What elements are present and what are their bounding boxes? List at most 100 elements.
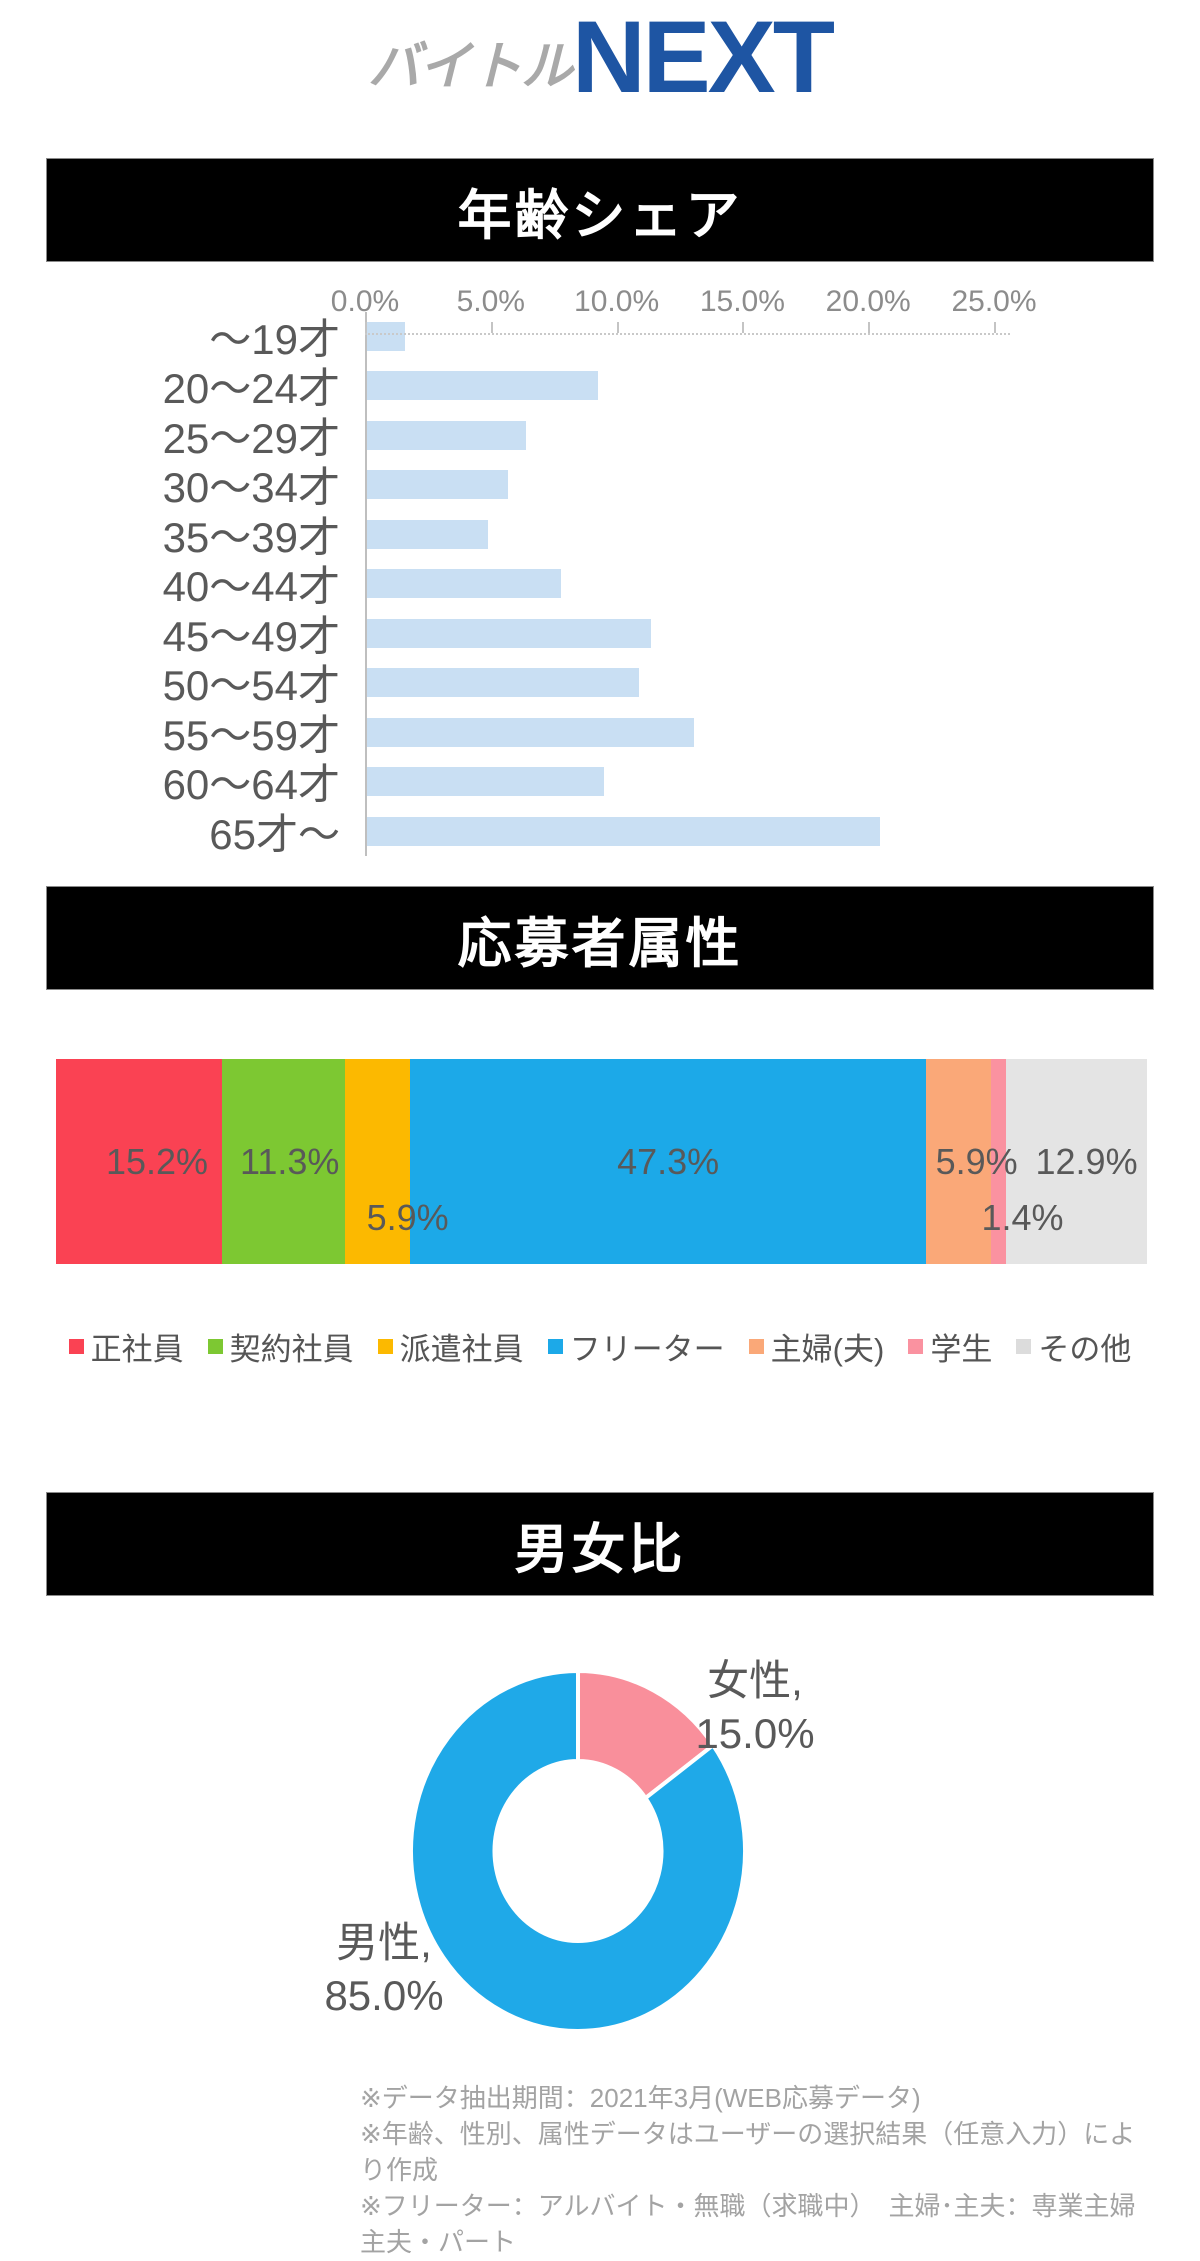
legend-swatch-icon bbox=[68, 1338, 84, 1354]
legend-swatch-icon bbox=[547, 1338, 563, 1354]
attribute-segment-2 bbox=[345, 1059, 410, 1264]
attribute-segment-4 bbox=[926, 1059, 991, 1264]
footnotes: ※データ抽出期間：2021年3月(WEB応募データ) ※年齢、性別、属性データはユ… bbox=[360, 2080, 1138, 2260]
age-bar-row bbox=[365, 806, 1010, 856]
age-bar bbox=[367, 717, 695, 747]
age-category-label: 25～29才 bbox=[162, 414, 340, 462]
age-bar-row bbox=[365, 559, 1010, 609]
age-x-tick-mark bbox=[994, 322, 996, 333]
legend-item-5: 学生 bbox=[908, 1324, 992, 1369]
legend-swatch-icon bbox=[207, 1338, 223, 1354]
attribute-segment-label-5: 1.4% bbox=[981, 1196, 1064, 1238]
legend-label: 正社員 bbox=[90, 1331, 184, 1367]
age-x-tick-label: 10.0% bbox=[574, 285, 660, 318]
attribute-segment-label-6: 12.9% bbox=[1035, 1140, 1138, 1182]
legend-label: その他 bbox=[1038, 1331, 1132, 1367]
age-bar-row bbox=[365, 757, 1010, 807]
age-category-label: 65才～ bbox=[209, 810, 340, 858]
age-bar bbox=[367, 519, 488, 549]
age-x-tick-mark bbox=[490, 322, 493, 333]
legend-label: フリーター bbox=[569, 1331, 725, 1367]
section-banner-gender-ratio: 男女比 bbox=[46, 1492, 1154, 1596]
age-x-tick-label: 20.0% bbox=[825, 285, 911, 318]
age-bar bbox=[367, 470, 508, 500]
legend-swatch-icon bbox=[908, 1338, 924, 1354]
footnote-1: ※年齢、性別、属性データはユーザーの選択結果（任意入力）により作成 bbox=[360, 2119, 1136, 2185]
attribute-segment-label-0: 15.2% bbox=[105, 1140, 209, 1182]
logo-baitoru-text: バイトル bbox=[367, 38, 573, 96]
age-bar-row bbox=[365, 460, 1010, 510]
donut-callout-value: 15.0% bbox=[695, 1710, 815, 1757]
age-bar bbox=[367, 371, 599, 401]
attribute-segment-label-1: 11.3% bbox=[239, 1140, 340, 1182]
legend-swatch-icon bbox=[1016, 1338, 1032, 1354]
legend-swatch-icon bbox=[377, 1338, 393, 1354]
legend-item-4: 主婦(夫) bbox=[748, 1324, 885, 1369]
legend-item-6: その他 bbox=[1016, 1324, 1131, 1369]
legend-swatch-icon bbox=[748, 1338, 764, 1354]
age-x-tick-mark bbox=[868, 322, 871, 333]
footnote-0: ※データ抽出期間：2021年3月(WEB応募データ) bbox=[360, 2083, 921, 2113]
age-category-label: 45～49才 bbox=[162, 612, 340, 660]
age-chart-x-axis: 0.0% 5.0% 10.0% 15.0% 20.0% 25.0% bbox=[331, 262, 1037, 335]
age-x-tick-mark bbox=[616, 322, 619, 333]
section-banner-applicant-attributes: 応募者属性 bbox=[46, 886, 1154, 990]
legend-item-0: 正社員 bbox=[68, 1324, 184, 1369]
section-banner-age-share: 年齢シェア bbox=[46, 158, 1154, 262]
age-bar bbox=[367, 321, 405, 351]
donut-slice-0 bbox=[576, 1668, 716, 1801]
age-bar-row bbox=[365, 707, 1010, 757]
logo-next-text: NEXT bbox=[571, 0, 835, 114]
donut-callout-0: 女性, 15.0% bbox=[695, 1654, 814, 1760]
age-category-label: 55～59才 bbox=[162, 711, 340, 759]
age-bar bbox=[367, 767, 604, 797]
age-category-label: 50～54才 bbox=[162, 662, 340, 710]
donut-callout-name: 男性, bbox=[336, 1919, 432, 1966]
age-category-label: 30～34才 bbox=[162, 464, 340, 512]
age-share-chart: 0.0% 5.0% 10.0% 15.0% 20.0% 25.0% ～19才 20～24才 2… bbox=[0, 262, 1200, 858]
legend-label: 契約社員 bbox=[229, 1331, 354, 1367]
gender-ratio-chart: 女性, 15.0% 男性, 85.0% bbox=[0, 1636, 1200, 2066]
age-bar-row bbox=[365, 509, 1010, 559]
attribute-segment-label-3: 47.3% bbox=[617, 1140, 720, 1182]
attributes-legend: 正社員 契約社員 派遣社員 フリーター 主婦(夫) 学生 その他 bbox=[0, 1328, 1200, 1367]
legend-item-3: フリーター bbox=[547, 1324, 725, 1369]
age-x-tick-label: 5.0% bbox=[456, 285, 525, 318]
donut-slice-1 bbox=[409, 1668, 747, 2033]
age-x-tick-label: 0.0% bbox=[330, 285, 400, 318]
legend-label: 派遣社員 bbox=[399, 1331, 524, 1367]
section-title-age-share: 年齢シェア bbox=[457, 185, 743, 246]
donut-callout-1: 男性, 85.0% bbox=[324, 1916, 443, 2022]
age-bar bbox=[367, 569, 561, 599]
age-bar-row bbox=[365, 608, 1010, 658]
attribute-segment-6 bbox=[1006, 1059, 1147, 1264]
age-bar bbox=[367, 816, 881, 846]
attribute-segment-5 bbox=[990, 1059, 1007, 1264]
legend-item-1: 契約社員 bbox=[207, 1324, 354, 1369]
age-bar-row bbox=[365, 410, 1010, 460]
attribute-segment-3 bbox=[409, 1059, 927, 1264]
age-category-label: 40～44才 bbox=[162, 563, 340, 611]
age-x-tick-label: 15.0% bbox=[699, 285, 785, 318]
footnote-2: ※フリーター：アルバイト・無職（求職中） 主婦･主夫：専業主婦主夫・パート bbox=[360, 2191, 1136, 2257]
gender-donut bbox=[409, 1668, 747, 2033]
age-x-tick-mark bbox=[742, 322, 745, 333]
legend-label: 学生 bbox=[930, 1331, 993, 1367]
age-bar bbox=[367, 618, 652, 648]
age-bar-row bbox=[365, 658, 1010, 708]
attribute-segment-label-4: 5.9% bbox=[935, 1140, 1018, 1182]
site-logo: バイトル NEXT bbox=[0, 0, 1200, 150]
age-x-tick-mark bbox=[365, 322, 367, 333]
age-category-label: 35～39才 bbox=[162, 513, 340, 561]
attributes-stacked-bar bbox=[56, 1059, 1147, 1264]
legend-item-2: 派遣社員 bbox=[377, 1324, 524, 1369]
attribute-segment-1 bbox=[221, 1059, 346, 1264]
age-bar-row bbox=[365, 311, 1010, 361]
age-bar bbox=[367, 420, 526, 450]
section-title-applicant-attributes: 応募者属性 bbox=[457, 913, 743, 974]
section-title-gender-ratio: 男女比 bbox=[514, 1519, 686, 1580]
donut-callout-name: 女性, bbox=[707, 1657, 803, 1704]
legend-label: 主婦(夫) bbox=[770, 1331, 885, 1367]
age-category-label: 20～24才 bbox=[162, 365, 340, 413]
